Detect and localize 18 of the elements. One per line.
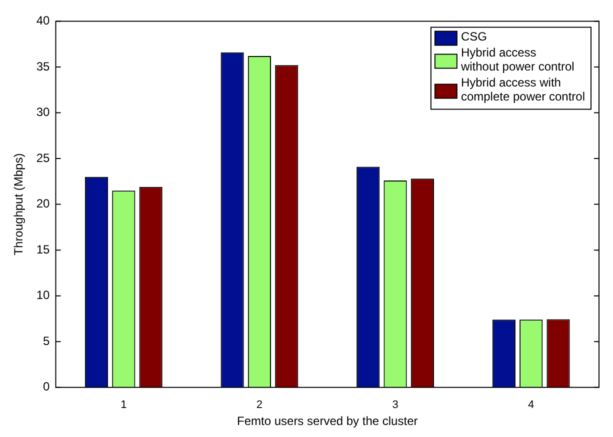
y-tick-label: 25 [36, 150, 50, 165]
y-tick-label: 15 [36, 242, 50, 256]
y-tick-label: 30 [36, 105, 50, 120]
x-tick-label: 1 [120, 399, 127, 412]
x-axis-title: Femto users served by the cluster [237, 414, 418, 428]
x-tick-label: 2 [256, 399, 263, 412]
legend-label: Hybrid access without power control [460, 46, 574, 74]
y-tick-label: 10 [36, 288, 50, 302]
y-tick-label: 35 [36, 59, 50, 74]
y-tick-label: 40 [36, 14, 50, 28]
legend-label: CSG [460, 30, 487, 44]
y-tick-label: 20 [36, 196, 50, 211]
x-tick-label: 3 [392, 399, 398, 412]
legend-label: Hybrid access with complete power control [460, 76, 585, 104]
y-tick-label: 0 [43, 380, 50, 394]
y-tick-label: 5 [43, 334, 50, 348]
x-tick-label: 4 [528, 399, 534, 412]
y-axis-title: Throughput (Mbps) [12, 153, 26, 256]
